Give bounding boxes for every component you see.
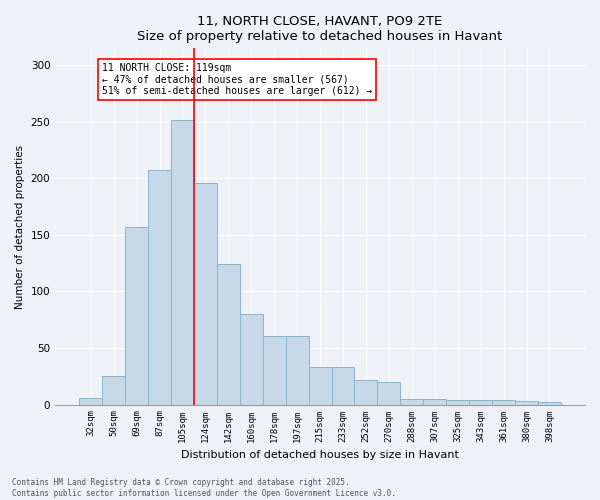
Bar	[286, 336, 308, 404]
Bar	[79, 398, 102, 404]
Bar	[423, 399, 446, 404]
Bar	[171, 120, 194, 405]
Bar	[515, 401, 538, 404]
Bar	[240, 314, 263, 404]
Bar	[446, 400, 469, 404]
Bar	[492, 400, 515, 404]
Bar	[400, 399, 423, 404]
Bar	[538, 402, 561, 404]
Bar	[377, 382, 400, 404]
Bar	[102, 376, 125, 404]
Bar	[148, 170, 171, 404]
Title: 11, NORTH CLOSE, HAVANT, PO9 2TE
Size of property relative to detached houses in: 11, NORTH CLOSE, HAVANT, PO9 2TE Size of…	[137, 15, 503, 43]
Text: 11 NORTH CLOSE: 119sqm
← 47% of detached houses are smaller (567)
51% of semi-de: 11 NORTH CLOSE: 119sqm ← 47% of detached…	[102, 63, 373, 96]
Bar	[217, 264, 240, 404]
Bar	[332, 367, 355, 405]
Y-axis label: Number of detached properties: Number of detached properties	[15, 144, 25, 308]
Bar	[194, 183, 217, 404]
X-axis label: Distribution of detached houses by size in Havant: Distribution of detached houses by size …	[181, 450, 459, 460]
Bar	[125, 227, 148, 404]
Bar	[469, 400, 492, 404]
Bar	[308, 367, 332, 405]
Bar	[263, 336, 286, 404]
Bar	[355, 380, 377, 404]
Text: Contains HM Land Registry data © Crown copyright and database right 2025.
Contai: Contains HM Land Registry data © Crown c…	[12, 478, 396, 498]
